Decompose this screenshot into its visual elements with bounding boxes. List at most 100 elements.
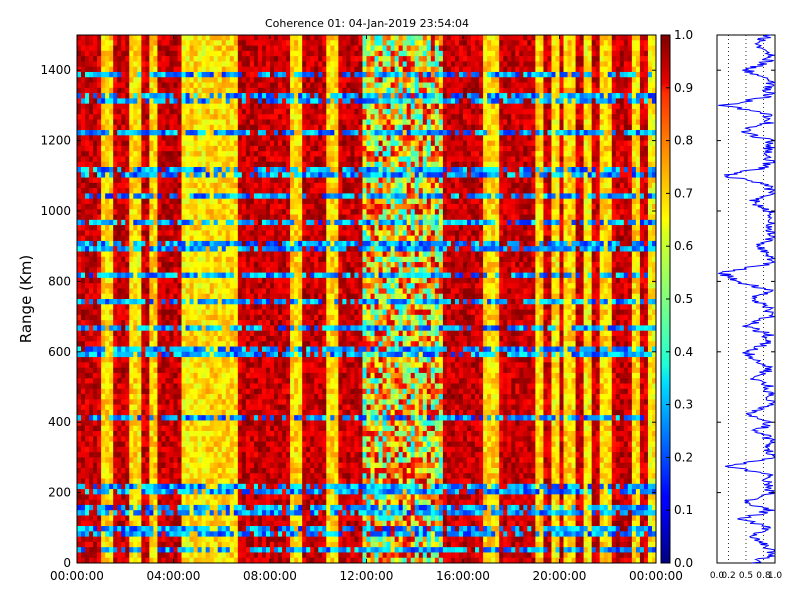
heatmap-cell: [233, 156, 239, 163]
heatmap-cell: [185, 425, 190, 432]
heatmap-cell: [121, 462, 126, 469]
heatmap-cell: [261, 293, 267, 300]
heatmap-cell: [249, 82, 255, 89]
heatmap-cell: [265, 145, 271, 152]
heatmap-cell: [253, 457, 259, 464]
heatmap-cell: [189, 151, 194, 157]
heatmap-cell: [241, 510, 247, 516]
heatmap-cell: [125, 66, 130, 73]
heatmap-cell: [245, 98, 251, 104]
heatmap-cell: [137, 283, 142, 289]
heatmap-cell: [233, 515, 239, 522]
heatmap-cell: [109, 256, 114, 263]
heatmap-cell: [89, 240, 94, 247]
heatmap-cell: [81, 82, 86, 89]
heatmap-cell: [274, 314, 279, 321]
heatmap-cell: [197, 378, 202, 384]
heatmap-cell: [205, 203, 211, 210]
heatmap-cell: [261, 203, 267, 210]
heatmap-cell: [213, 230, 219, 236]
heatmap-cell: [265, 93, 271, 99]
heatmap-cell: [270, 283, 275, 289]
heatmap-cell: [225, 552, 231, 559]
heatmap-cell: [77, 277, 82, 284]
heatmap-cell: [177, 251, 182, 258]
heatmap-cell: [253, 182, 259, 189]
heatmap-cell: [77, 436, 82, 442]
heatmap-cell: [229, 515, 235, 522]
heatmap-cell: [217, 93, 223, 99]
heatmap-cell: [217, 388, 223, 395]
heatmap-cell: [169, 219, 174, 226]
heatmap-cell: [81, 515, 86, 522]
heatmap-cell: [117, 399, 122, 405]
heatmap-cell: [153, 103, 158, 110]
heatmap-cell: [245, 87, 251, 94]
heatmap-cell: [93, 372, 98, 379]
heatmap-cell: [181, 283, 186, 289]
heatmap-cell: [209, 547, 215, 553]
heatmap-cell: [161, 293, 166, 300]
heatmap-cell: [125, 357, 130, 363]
heatmap-cell: [245, 66, 251, 73]
heatmap-cell: [97, 293, 102, 300]
heatmap-cell: [77, 119, 82, 126]
heatmap-cell: [153, 40, 158, 46]
heatmap-cell: [85, 320, 90, 326]
heatmap-cell: [221, 526, 227, 532]
heatmap-cell: [161, 87, 166, 94]
heatmap-cell: [165, 489, 170, 495]
heatmap-cell: [217, 415, 223, 421]
heatmap-cell: [125, 325, 130, 332]
heatmap-cell: [229, 309, 235, 316]
heatmap-cell: [217, 320, 223, 326]
heatmap-cell: [137, 45, 142, 52]
heatmap-cell: [85, 420, 90, 427]
heatmap-cell: [129, 341, 134, 347]
heatmap-cell: [241, 431, 247, 437]
heatmap-cell: [217, 357, 223, 363]
heatmap-cell: [77, 362, 82, 368]
heatmap-cell: [241, 494, 247, 500]
heatmap-cell: [97, 467, 102, 474]
heatmap-cell: [249, 108, 255, 115]
heatmap-cell: [177, 446, 182, 453]
heatmap-cell: [125, 235, 130, 242]
heatmap-cell: [201, 66, 207, 73]
heatmap-cell: [173, 50, 178, 57]
heatmap-cell: [257, 299, 263, 305]
heatmap-cell: [169, 515, 174, 522]
heatmap-cell: [257, 335, 263, 342]
heatmap-cell: [189, 483, 194, 490]
heatmap-cell: [89, 256, 94, 263]
heatmap-cell: [165, 515, 170, 522]
heatmap-cell: [245, 557, 251, 564]
heatmap-cell: [257, 420, 263, 427]
heatmap-cell: [129, 135, 134, 141]
heatmap-cell: [81, 362, 86, 368]
heatmap-cell: [265, 103, 271, 110]
heatmap-cell: [153, 198, 158, 205]
heatmap-cell: [274, 230, 279, 236]
heatmap-cell: [149, 452, 154, 458]
heatmap-cell: [125, 288, 130, 295]
heatmap-cell: [261, 415, 267, 421]
heatmap-cell: [193, 77, 198, 83]
heatmap-cell: [274, 103, 279, 110]
heatmap-cell: [157, 526, 162, 532]
heatmap-cell: [169, 520, 174, 527]
heatmap-cell: [189, 510, 194, 516]
heatmap-cell: [261, 494, 267, 500]
heatmap-cell: [165, 467, 170, 474]
heatmap-cell: [245, 510, 251, 516]
heatmap-cell: [145, 404, 150, 411]
heatmap-cell: [201, 77, 207, 83]
heatmap-cell: [161, 388, 166, 395]
heatmap-cell: [221, 383, 227, 390]
heatmap-cell: [169, 277, 174, 284]
heatmap-cell: [245, 346, 251, 353]
heatmap-cell: [133, 256, 138, 263]
heatmap-cell: [229, 330, 235, 337]
heatmap-cell: [125, 378, 130, 384]
heatmap-cell: [189, 478, 194, 485]
